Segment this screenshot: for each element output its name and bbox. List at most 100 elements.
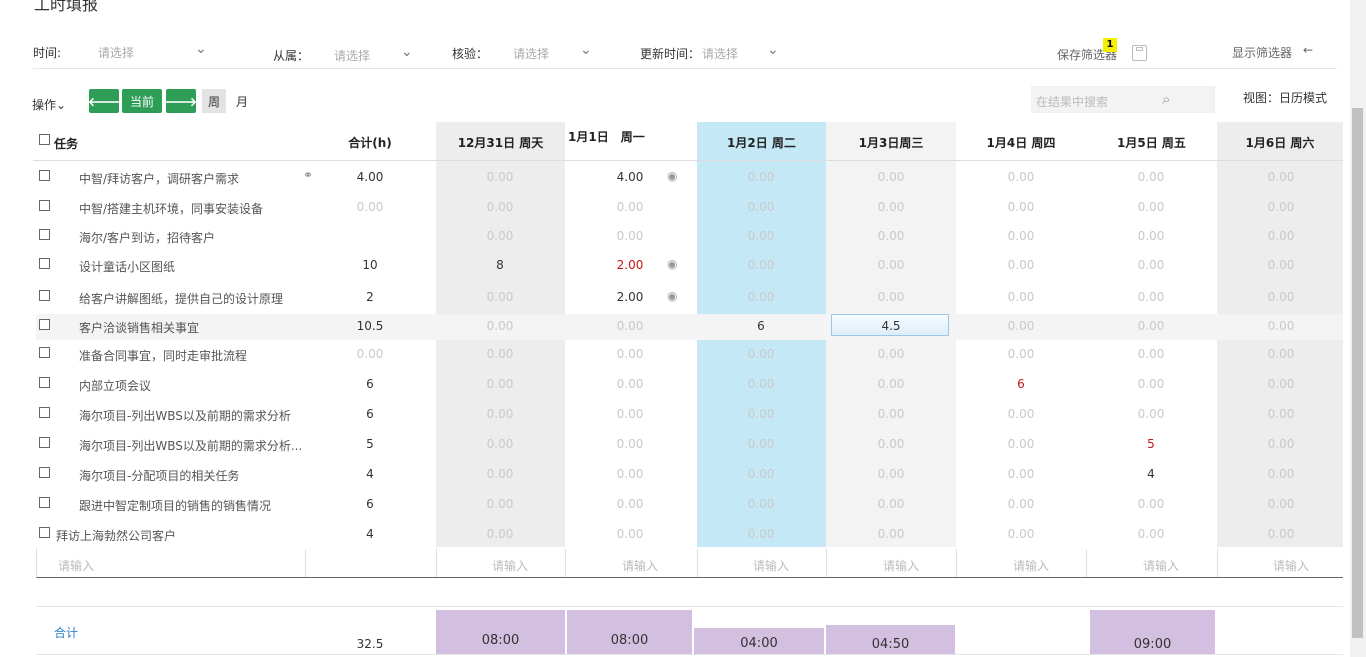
day-cell[interactable]: 0.00: [616, 497, 644, 511]
day-cell[interactable]: 0.00: [616, 527, 644, 541]
day-cell[interactable]: 0.00: [877, 497, 905, 511]
day-cell[interactable]: 0.00: [1267, 170, 1295, 184]
day-cell[interactable]: 0.00: [1267, 347, 1295, 361]
day-cell[interactable]: 0.00: [1267, 319, 1295, 333]
row-checkbox[interactable]: [39, 200, 50, 211]
task-name[interactable]: 内部立项会议: [79, 379, 152, 393]
task-name[interactable]: 海尔项目-分配项目的相关任务: [79, 469, 240, 483]
day-input[interactable]: 请输入: [882, 559, 919, 573]
day-cell[interactable]: 0.00: [1007, 290, 1035, 304]
day-cell[interactable]: 4.00: [616, 170, 644, 184]
row-checkbox[interactable]: [39, 319, 50, 330]
row-checkbox[interactable]: [39, 377, 50, 388]
day-cell[interactable]: 0.00: [1267, 407, 1295, 421]
day-cell[interactable]: 0.00: [877, 467, 905, 481]
row-checkbox[interactable]: [39, 229, 50, 240]
day-cell[interactable]: 0.00: [1007, 527, 1035, 541]
task-name[interactable]: 中智/拜访客户，调研客户需求: [79, 172, 240, 186]
day-cell[interactable]: 0.00: [747, 437, 775, 451]
row-checkbox[interactable]: [39, 290, 50, 301]
day-cell[interactable]: 0.00: [1267, 527, 1295, 541]
day-cell[interactable]: 0.00: [616, 407, 644, 421]
day-input[interactable]: 请输入: [491, 559, 528, 573]
task-name[interactable]: 设计童话小区图纸: [79, 260, 176, 274]
save-icon[interactable]: [1132, 45, 1147, 61]
week-mode-button[interactable]: 周: [202, 89, 226, 113]
row-checkbox[interactable]: [39, 467, 50, 478]
row-checkbox[interactable]: [39, 437, 50, 448]
day-cell[interactable]: 0.00: [877, 229, 905, 243]
day-input[interactable]: 请输入: [1272, 559, 1309, 573]
day-cell[interactable]: 0.00: [1137, 170, 1165, 184]
task-name[interactable]: 海尔/客户到访，招待客户: [79, 231, 216, 245]
day-cell[interactable]: 0.00: [1267, 290, 1295, 304]
day-input[interactable]: 请输入: [752, 559, 789, 573]
day-input[interactable]: 请输入: [1142, 559, 1179, 573]
cell-editor[interactable]: [831, 314, 949, 336]
chevron-down-icon[interactable]: ⌄: [195, 41, 207, 57]
day-cell[interactable]: 0.00: [1007, 407, 1035, 421]
day-cell[interactable]: 0.00: [486, 319, 514, 333]
day-cell[interactable]: 0.00: [486, 467, 514, 481]
row-checkbox[interactable]: [39, 170, 50, 181]
day-cell[interactable]: 0.00: [1267, 437, 1295, 451]
day-cell[interactable]: 0.00: [747, 527, 775, 541]
day-cell[interactable]: 0.00: [747, 290, 775, 304]
row-checkbox[interactable]: [39, 497, 50, 508]
day-cell[interactable]: 0.00: [1267, 200, 1295, 214]
day-cell[interactable]: 0.00: [747, 229, 775, 243]
day-cell[interactable]: 0.00: [1007, 467, 1035, 481]
task-name[interactable]: 海尔项目-列出WBS以及前期的需求分析: [79, 409, 291, 423]
day-cell[interactable]: 0.00: [1137, 527, 1165, 541]
day-cell[interactable]: 0.00: [747, 200, 775, 214]
day-cell[interactable]: 0.00: [1137, 497, 1165, 511]
day-cell[interactable]: 0.00: [1267, 229, 1295, 243]
day-cell[interactable]: 0.00: [1137, 347, 1165, 361]
eye-icon[interactable]: ◉: [667, 257, 678, 271]
select-all-checkbox[interactable]: [39, 134, 50, 145]
day-cell[interactable]: 0.00: [747, 467, 775, 481]
filter-update-select[interactable]: 请选择: [702, 47, 739, 61]
row-checkbox[interactable]: [39, 407, 50, 418]
day-cell[interactable]: 0.00: [1267, 497, 1295, 511]
search-input[interactable]: 在结果中搜索: [1036, 95, 1109, 109]
day-cell[interactable]: 8: [496, 258, 504, 272]
chevron-down-icon[interactable]: ⌄: [580, 42, 592, 58]
chevron-down-icon[interactable]: ⌄: [401, 44, 413, 60]
filter-check-select[interactable]: 请选择: [513, 47, 550, 61]
link-icon[interactable]: ⚭: [303, 168, 314, 182]
filter-time-select[interactable]: 请选择: [98, 46, 135, 60]
scrollbar-thumb[interactable]: [1352, 108, 1363, 638]
day-cell[interactable]: 0.00: [616, 377, 644, 391]
day-cell[interactable]: 0.00: [616, 347, 644, 361]
day-cell[interactable]: 4: [1147, 467, 1155, 481]
day-cell[interactable]: 0.00: [877, 200, 905, 214]
day-cell[interactable]: 0.00: [1267, 467, 1295, 481]
day-cell[interactable]: 0.00: [1007, 319, 1035, 333]
day-cell[interactable]: 0.00: [747, 377, 775, 391]
day-cell[interactable]: 0.00: [486, 407, 514, 421]
day-cell[interactable]: 0.00: [1007, 258, 1035, 272]
arrow-left-icon[interactable]: ←: [1303, 43, 1314, 57]
day-cell[interactable]: 0.00: [486, 497, 514, 511]
day-cell[interactable]: 0.00: [747, 258, 775, 272]
day-cell[interactable]: 0.00: [616, 200, 644, 214]
day-input[interactable]: 请输入: [621, 559, 658, 573]
row-checkbox[interactable]: [39, 258, 50, 269]
day-cell[interactable]: 0.00: [616, 319, 644, 333]
day-cell[interactable]: 0.00: [877, 527, 905, 541]
day-cell[interactable]: 0.00: [747, 407, 775, 421]
day-cell[interactable]: 0.00: [1007, 347, 1035, 361]
save-filter-button[interactable]: 保存筛选器: [1057, 48, 1118, 62]
day-cell[interactable]: 0.00: [877, 290, 905, 304]
day-cell[interactable]: 0.00: [877, 170, 905, 184]
day-cell[interactable]: 0.00: [747, 347, 775, 361]
day-cell[interactable]: 0.00: [877, 258, 905, 272]
day-cell[interactable]: 0.00: [486, 347, 514, 361]
operations-menu[interactable]: 操作⌄: [32, 98, 67, 112]
view-mode-label[interactable]: 视图：日历模式: [1243, 91, 1328, 105]
day-cell[interactable]: 0.00: [486, 527, 514, 541]
task-name[interactable]: 海尔项目-列出WBS以及前期的需求分析...: [79, 439, 303, 453]
day-cell[interactable]: 0.00: [1267, 377, 1295, 391]
day-cell[interactable]: 2.00: [616, 290, 644, 304]
